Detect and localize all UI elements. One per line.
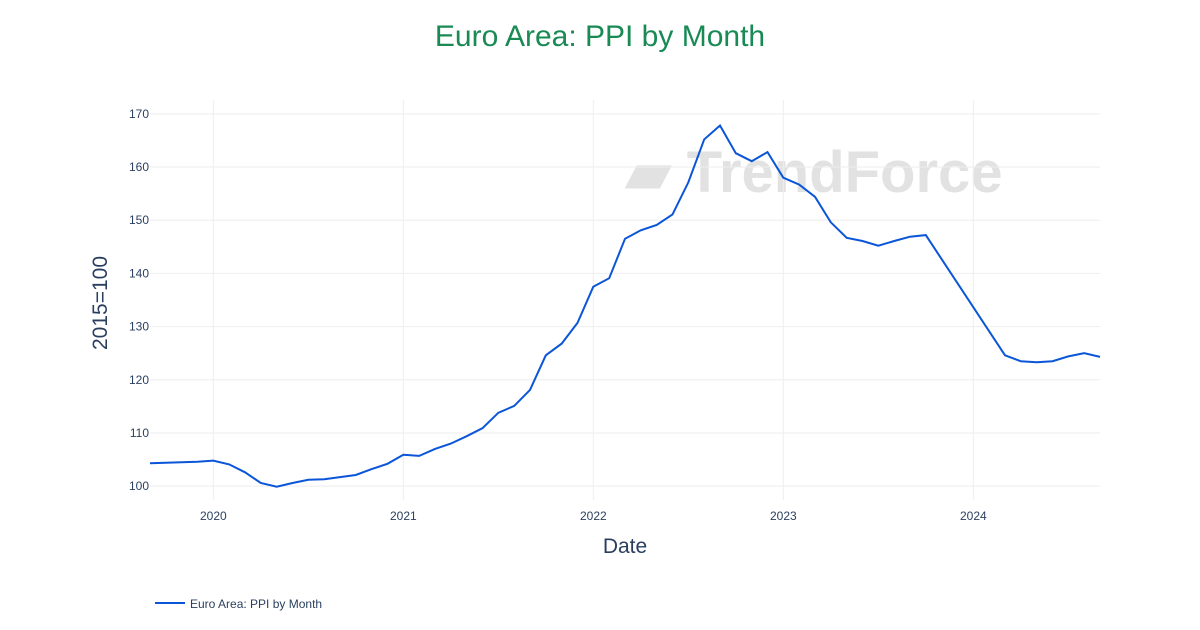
data-point[interactable] xyxy=(481,426,485,430)
data-point[interactable] xyxy=(291,481,295,485)
data-point[interactable] xyxy=(671,212,675,216)
data-point[interactable] xyxy=(1066,354,1070,358)
data-point[interactable] xyxy=(275,485,279,489)
data-point[interactable] xyxy=(781,176,785,180)
y-tick-label: 130 xyxy=(129,320,149,334)
legend-label[interactable]: Euro Area: PPI by Month xyxy=(190,597,322,611)
data-point[interactable] xyxy=(1019,359,1023,363)
y-axis-title: 2015=100 xyxy=(89,256,112,350)
data-point[interactable] xyxy=(196,460,200,464)
data-point[interactable] xyxy=(861,239,865,243)
data-point[interactable] xyxy=(576,321,580,325)
data-point[interactable] xyxy=(908,235,912,239)
y-tick-label: 150 xyxy=(129,213,149,227)
x-tick-label: 2023 xyxy=(770,509,797,523)
data-point[interactable] xyxy=(655,223,659,227)
y-tick-label: 160 xyxy=(129,160,149,174)
data-point[interactable] xyxy=(449,442,453,446)
data-point[interactable] xyxy=(433,447,437,451)
data-point[interactable] xyxy=(1003,353,1007,357)
data-point[interactable] xyxy=(1035,360,1039,364)
data-point[interactable] xyxy=(813,195,817,199)
data-point[interactable] xyxy=(1051,359,1055,363)
y-tick-label: 100 xyxy=(129,479,149,493)
y-tick-label: 110 xyxy=(130,426,149,440)
data-point[interactable] xyxy=(512,404,516,408)
data-point[interactable] xyxy=(845,236,849,240)
x-tick-label: 2022 xyxy=(580,509,607,523)
data-point[interactable] xyxy=(639,228,643,232)
data-point[interactable] xyxy=(591,285,595,289)
data-point[interactable] xyxy=(750,159,754,163)
x-tick-label: 2020 xyxy=(200,509,227,523)
data-point[interactable] xyxy=(401,453,405,457)
data-point[interactable] xyxy=(686,180,690,184)
data-point[interactable] xyxy=(924,233,928,237)
data-point[interactable] xyxy=(211,459,215,463)
data-point[interactable] xyxy=(227,462,231,466)
y-tick-label: 170 xyxy=(129,107,149,121)
x-axis-title: Date xyxy=(603,535,647,558)
data-point[interactable] xyxy=(496,411,500,415)
data-point[interactable] xyxy=(322,477,326,481)
data-point[interactable] xyxy=(607,276,611,280)
data-point[interactable] xyxy=(560,342,564,346)
chart-title: Euro Area: PPI by Month xyxy=(434,20,766,53)
data-point[interactable] xyxy=(306,478,310,482)
data-point[interactable] xyxy=(718,124,722,128)
data-point[interactable] xyxy=(386,462,390,466)
data-point[interactable] xyxy=(892,239,896,243)
data-point[interactable] xyxy=(734,151,738,155)
y-tick-label: 120 xyxy=(129,373,149,387)
y-tick-label: 140 xyxy=(129,266,149,280)
data-point[interactable] xyxy=(465,434,469,438)
x-tick-label: 2021 xyxy=(390,509,417,523)
data-point[interactable] xyxy=(766,150,770,154)
series-line xyxy=(149,123,1101,488)
data-point[interactable] xyxy=(623,237,627,241)
data-point[interactable] xyxy=(148,461,152,465)
data-point[interactable] xyxy=(876,244,880,248)
data-point[interactable] xyxy=(354,473,358,477)
x-tick-label: 2024 xyxy=(960,509,987,523)
data-point[interactable] xyxy=(544,353,548,357)
data-point[interactable] xyxy=(338,475,342,479)
data-point[interactable] xyxy=(829,220,833,224)
data-point[interactable] xyxy=(370,467,374,471)
data-point[interactable] xyxy=(1098,355,1102,359)
data-point[interactable] xyxy=(528,388,532,392)
data-point[interactable] xyxy=(243,470,247,474)
data-point[interactable] xyxy=(702,137,706,141)
data-point[interactable] xyxy=(259,481,263,485)
watermark-logo: ▰ TrendForce xyxy=(624,140,1003,205)
data-point[interactable] xyxy=(797,183,801,187)
data-point[interactable] xyxy=(417,454,421,458)
data-point[interactable] xyxy=(1082,351,1086,355)
